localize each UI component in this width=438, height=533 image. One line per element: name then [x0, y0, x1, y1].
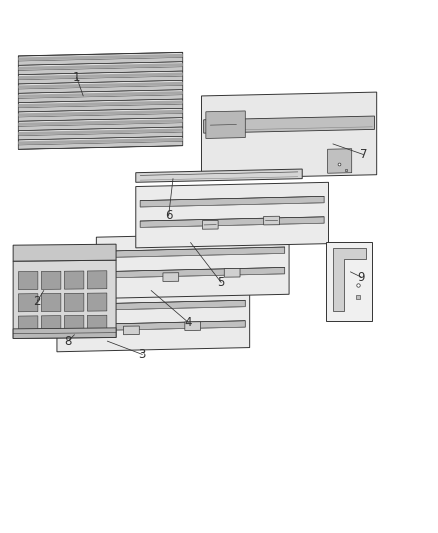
- Polygon shape: [41, 294, 61, 312]
- Polygon shape: [18, 52, 183, 149]
- Polygon shape: [206, 111, 245, 139]
- Text: 6: 6: [165, 209, 173, 222]
- Polygon shape: [18, 63, 183, 70]
- Polygon shape: [136, 182, 328, 248]
- Polygon shape: [204, 116, 374, 133]
- Polygon shape: [326, 242, 372, 321]
- Polygon shape: [87, 293, 107, 311]
- Polygon shape: [18, 141, 183, 149]
- Text: 4: 4: [184, 316, 192, 329]
- Polygon shape: [333, 248, 366, 311]
- Polygon shape: [101, 247, 285, 257]
- Polygon shape: [136, 169, 302, 182]
- Polygon shape: [18, 72, 183, 79]
- Polygon shape: [224, 269, 240, 277]
- Polygon shape: [264, 216, 279, 225]
- Polygon shape: [18, 119, 183, 126]
- Polygon shape: [18, 294, 38, 312]
- Polygon shape: [18, 104, 183, 112]
- Polygon shape: [64, 293, 84, 311]
- Polygon shape: [41, 316, 61, 334]
- Text: 5: 5: [218, 276, 225, 289]
- Polygon shape: [64, 316, 84, 334]
- Polygon shape: [328, 149, 352, 173]
- Polygon shape: [163, 273, 179, 281]
- Polygon shape: [41, 271, 61, 289]
- Polygon shape: [18, 123, 183, 131]
- Polygon shape: [61, 321, 245, 332]
- Polygon shape: [18, 82, 183, 88]
- Polygon shape: [57, 286, 250, 352]
- Text: 1: 1: [73, 71, 81, 84]
- Text: 8: 8: [64, 335, 71, 348]
- Polygon shape: [18, 95, 183, 102]
- Polygon shape: [13, 328, 116, 338]
- Polygon shape: [13, 244, 116, 261]
- Polygon shape: [87, 271, 107, 289]
- Polygon shape: [87, 315, 107, 333]
- Text: 3: 3: [139, 348, 146, 361]
- Polygon shape: [201, 92, 377, 179]
- Polygon shape: [18, 67, 183, 75]
- Polygon shape: [18, 132, 183, 140]
- Polygon shape: [202, 221, 218, 229]
- Polygon shape: [18, 128, 183, 135]
- Polygon shape: [101, 268, 285, 278]
- Polygon shape: [18, 316, 38, 334]
- Text: 7: 7: [360, 148, 367, 161]
- Polygon shape: [61, 300, 245, 311]
- Polygon shape: [18, 91, 183, 98]
- Polygon shape: [140, 196, 324, 207]
- Text: 2: 2: [33, 295, 41, 308]
- Polygon shape: [18, 114, 183, 122]
- Polygon shape: [18, 100, 183, 107]
- Polygon shape: [18, 58, 183, 66]
- Polygon shape: [18, 54, 183, 61]
- Polygon shape: [140, 217, 324, 228]
- Polygon shape: [185, 322, 201, 330]
- Polygon shape: [64, 271, 84, 289]
- Polygon shape: [18, 76, 183, 84]
- Polygon shape: [13, 260, 116, 338]
- Polygon shape: [18, 85, 183, 93]
- Polygon shape: [18, 138, 183, 144]
- Polygon shape: [124, 326, 139, 335]
- Polygon shape: [18, 110, 183, 117]
- Text: 9: 9: [357, 271, 365, 284]
- Polygon shape: [18, 271, 38, 289]
- Polygon shape: [96, 233, 289, 298]
